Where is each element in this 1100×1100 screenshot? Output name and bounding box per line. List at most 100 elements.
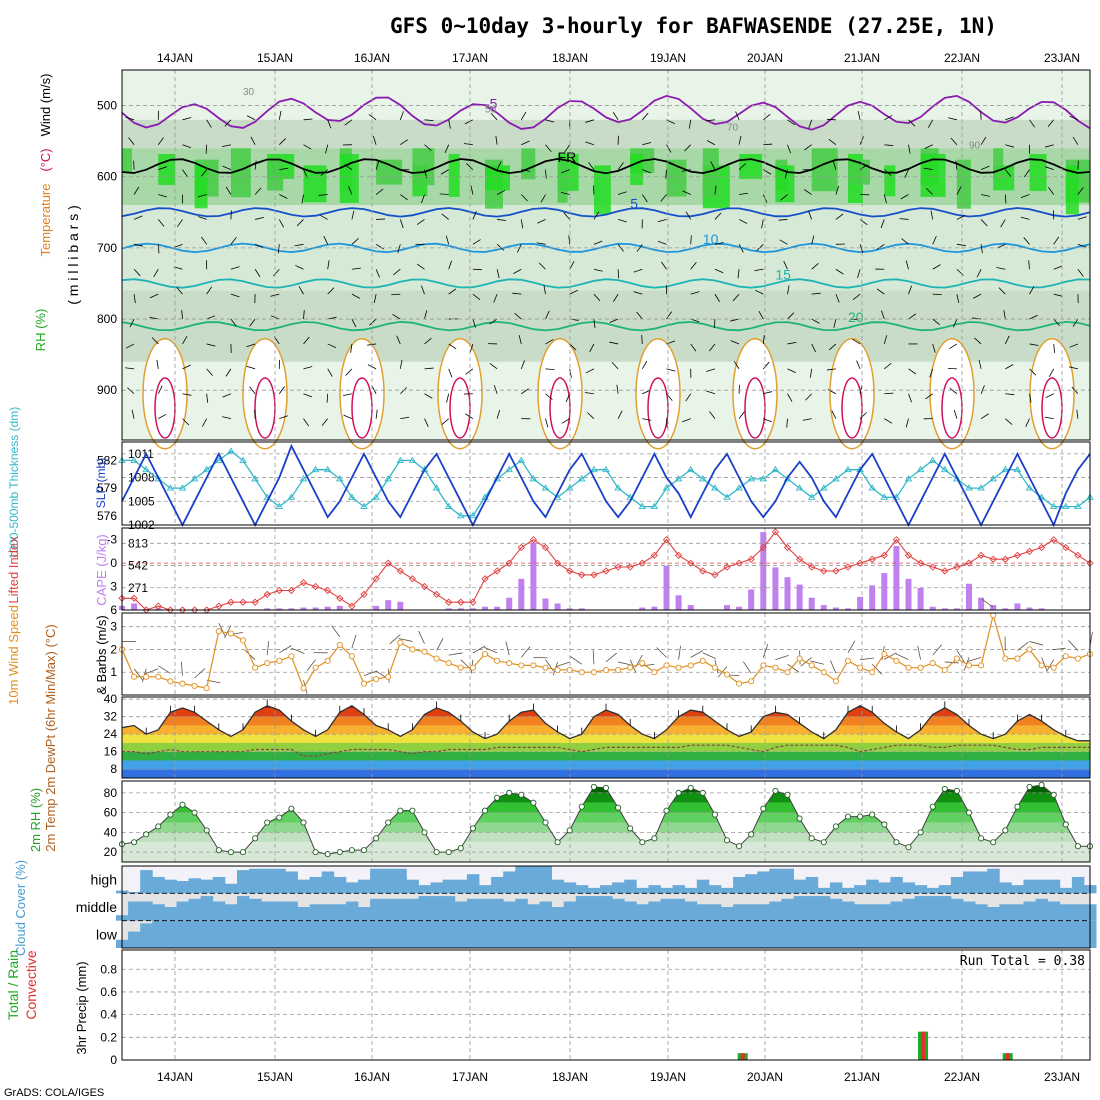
cape-bar	[554, 603, 561, 610]
cloud-middle-bar	[321, 904, 335, 921]
wind-barb	[279, 194, 288, 199]
wind-barb	[609, 341, 619, 345]
wind-barb	[758, 310, 764, 320]
wind-barb	[545, 368, 555, 371]
wind-speed-marker	[711, 664, 718, 671]
lifted-index-marker	[965, 559, 973, 567]
wind-barb	[1048, 368, 1055, 377]
cloud-low-bar	[999, 920, 1012, 948]
wind-speed-marker	[336, 641, 343, 648]
wind-barb	[470, 185, 474, 195]
wind-barb	[908, 368, 917, 375]
surface-wind-barb	[956, 650, 965, 663]
cloud-high-bar	[1047, 879, 1061, 894]
cape-bar	[748, 589, 755, 610]
wind-barb	[856, 360, 861, 370]
cape-bar	[288, 608, 295, 610]
wind-speed-marker	[857, 664, 864, 671]
wind-barb	[497, 219, 507, 221]
lifted-index-marker	[384, 559, 392, 567]
x-date-label-top: 15JAN	[257, 51, 293, 65]
wind-barb	[520, 360, 525, 369]
lifted-index-marker	[1037, 543, 1046, 552]
cloud-low-bar	[224, 920, 238, 948]
lifted-index-marker	[868, 555, 876, 563]
lifted-index-marker	[566, 567, 574, 575]
cloud-high-bar	[721, 887, 734, 894]
surface-heat-plume	[829, 338, 875, 450]
wind-barb	[763, 143, 773, 146]
pressure-axis-label: ( m i l l i b a r s )	[65, 205, 81, 305]
cloud-middle-bar	[333, 904, 347, 921]
wind-barb	[1005, 393, 1015, 396]
cloud-high-bar	[793, 879, 807, 894]
thickness-marker	[323, 465, 332, 473]
precip-convective-bar	[1005, 1053, 1010, 1060]
wind-barb	[298, 286, 304, 295]
surface-wind-barb	[690, 650, 704, 658]
wind-barb	[1020, 216, 1030, 220]
surface-wind-barb	[592, 650, 595, 665]
wind-barb	[1025, 418, 1030, 427]
wind-barb	[857, 110, 861, 120]
wind-barb	[182, 418, 190, 426]
wind-barb	[206, 286, 213, 295]
y-tick-label: 80	[104, 786, 118, 800]
wind-barb	[1053, 293, 1063, 297]
cloud-middle-bar	[164, 907, 177, 921]
rh2m-marker	[1038, 781, 1045, 789]
cloud-middle-bar	[237, 896, 250, 921]
wind-barb	[665, 169, 667, 179]
cloud-middle-bar	[902, 898, 915, 921]
chart-title: GFS 0~10day 3-hourly for BAFWASENDE (27.…	[390, 14, 997, 38]
cloud-high-bar	[442, 879, 456, 894]
wind-barb	[690, 343, 697, 352]
wind-barb	[589, 343, 595, 353]
wind-barb	[448, 368, 453, 378]
wind-barb	[158, 194, 168, 198]
cloud-middle-bar	[152, 904, 165, 921]
wind-barb	[1029, 119, 1035, 128]
cloud-high-bar	[370, 868, 383, 894]
thickness-marker	[590, 465, 598, 473]
rh2m-marker	[131, 839, 138, 846]
slp-tick-label: 1008	[128, 471, 155, 485]
wind-barb	[1053, 318, 1060, 327]
lifted-index-marker	[130, 594, 138, 602]
rh2m-marker	[893, 839, 900, 846]
cape-bar	[893, 546, 900, 610]
cloud-high-bar	[636, 887, 649, 894]
wind-barb	[617, 162, 624, 170]
wind-barb	[153, 269, 159, 278]
wind-barb	[981, 194, 990, 197]
slp-axis-label: SLP (mb)	[94, 458, 108, 508]
lifted-index-marker	[1050, 536, 1058, 544]
wind-barb	[660, 194, 667, 202]
cloud-middle-bar	[890, 901, 903, 921]
cape-bar	[1002, 608, 1009, 610]
wind-barb	[520, 219, 524, 229]
rh2m-marker	[215, 847, 222, 854]
surface-wind-barb	[218, 623, 226, 636]
wind-barb	[609, 318, 619, 323]
cloud-high-bar	[938, 885, 952, 894]
wind-barb	[932, 264, 941, 270]
rh-color-band	[122, 832, 1090, 843]
wind-speed-marker	[554, 666, 561, 673]
cloud-middle-bar	[672, 898, 686, 921]
thickness-marker	[832, 475, 840, 482]
panel-temp-frame	[121, 696, 1091, 779]
surface-heat-plume	[1029, 338, 1075, 450]
wind-barb	[787, 312, 795, 320]
rh2m-marker	[155, 823, 162, 830]
thickness-marker	[275, 502, 284, 510]
wind-barb	[710, 161, 716, 170]
cape-bar	[990, 605, 997, 610]
wind-barb	[327, 316, 337, 320]
isotherm-line	[121, 157, 1091, 175]
lifted-index-marker	[1013, 551, 1022, 559]
wind-barb	[905, 260, 909, 270]
surface-wind-barb	[145, 668, 159, 675]
cloud-low-bar	[950, 920, 964, 948]
wind-barb	[1045, 393, 1054, 399]
